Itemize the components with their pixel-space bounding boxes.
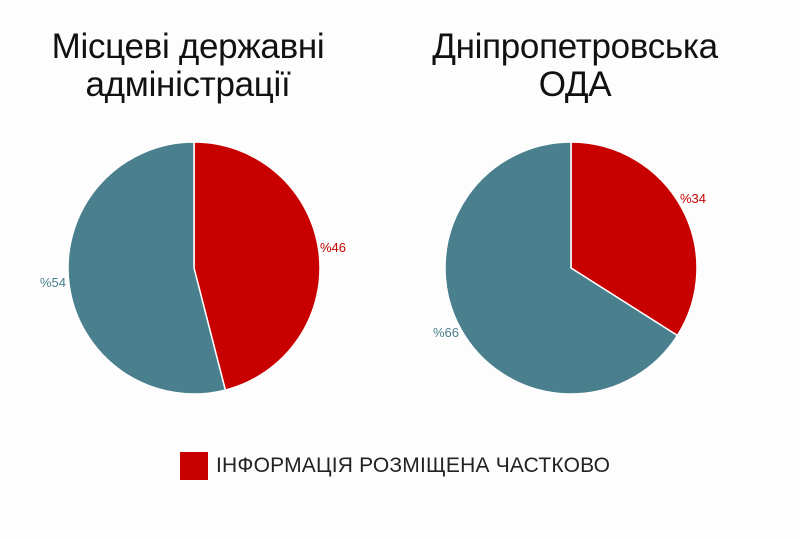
pie-slice-other-dnipro — [444, 141, 679, 395]
chart-title-dnipropetrovsk-oda: Дніпропетровська ОДА — [432, 27, 718, 104]
pie-slice-partial-regional — [193, 141, 321, 391]
pie-slice-partial-dnipro-label: %34 — [680, 191, 706, 206]
pie-slice-other-regional-label: %54 — [40, 275, 66, 290]
pie-slice-other-dnipro-label: %66 — [433, 325, 459, 340]
chart-title-regional-administrations: Місцеві державні адміністрації — [51, 27, 325, 104]
legend: ІНФОРМАЦІЯ РОЗМІЩЕНА ЧАСТКОВО — [180, 452, 610, 480]
legend-label-partial: ІНФОРМАЦІЯ РОЗМІЩЕНА ЧАСТКОВО — [216, 454, 611, 477]
legend-swatch-partial — [180, 452, 208, 480]
pie-slice-other-regional — [67, 141, 227, 395]
pie-slice-partial-regional-label: %46 — [320, 240, 346, 255]
